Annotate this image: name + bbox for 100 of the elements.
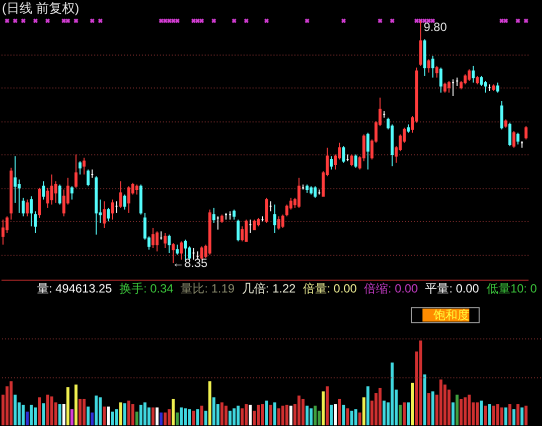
bar — [42, 403, 46, 426]
bar — [78, 398, 82, 426]
bar — [164, 412, 167, 426]
candlestick — [419, 20, 422, 66]
bar — [196, 409, 200, 426]
bar — [342, 404, 346, 426]
candlestick — [236, 219, 240, 242]
bar — [58, 404, 62, 426]
bar — [152, 407, 155, 426]
bar — [456, 394, 459, 426]
candlestick — [443, 82, 446, 94]
bar — [297, 396, 300, 426]
bar — [70, 409, 74, 426]
text: 量比: 1.19 — [180, 282, 235, 296]
bar — [452, 402, 455, 426]
bar — [143, 402, 146, 426]
candlestick — [273, 204, 276, 234]
bar — [480, 400, 483, 426]
candlestick — [427, 58, 430, 74]
bar — [350, 410, 354, 426]
candlestick — [297, 177, 300, 208]
text: 饱和度 — [432, 308, 470, 322]
candlestick — [472, 65, 475, 84]
bar — [427, 393, 430, 426]
bar — [488, 404, 492, 426]
text: 平量: 0.00 — [425, 282, 480, 296]
candlestick — [200, 246, 204, 260]
text: 倍缩: 0.00 — [364, 282, 418, 296]
candlestick — [102, 200, 106, 228]
chart-title: (日线 前复权) — [2, 0, 80, 16]
bar — [508, 404, 512, 426]
bar — [82, 398, 86, 426]
candlestick — [152, 227, 155, 249]
bar — [188, 409, 192, 426]
bar — [419, 340, 422, 426]
bar — [200, 406, 204, 426]
bar — [236, 406, 240, 426]
bar — [135, 412, 138, 426]
candlestick — [480, 75, 483, 86]
candlestick — [14, 156, 17, 204]
bar — [520, 407, 524, 426]
candlestick — [70, 186, 74, 200]
bar — [131, 404, 134, 426]
candlestick — [468, 68, 471, 82]
bar — [492, 406, 496, 426]
bar — [14, 394, 17, 426]
bar — [98, 397, 102, 426]
bar — [322, 391, 325, 426]
candlestick — [135, 184, 138, 196]
candlestick — [314, 186, 317, 198]
bar — [484, 406, 487, 426]
candlestick — [184, 239, 187, 260]
candlestick — [431, 55, 434, 78]
candlestick — [6, 216, 9, 234]
candlestick — [180, 240, 183, 260]
bar — [398, 404, 402, 426]
bar — [38, 397, 42, 426]
candlestick — [439, 67, 442, 94]
bar — [302, 398, 305, 426]
candlestick — [22, 197, 25, 217]
bar — [366, 386, 370, 426]
annotation: 9.80 — [424, 20, 448, 34]
candlestick — [26, 199, 29, 217]
bar — [208, 381, 212, 426]
bar — [524, 406, 528, 426]
bar — [204, 410, 208, 426]
bar — [338, 398, 342, 426]
bar — [176, 412, 179, 426]
candlestick — [330, 156, 333, 170]
text: 几倍: 1.22 — [242, 282, 296, 296]
text: 低量10: 0 — [486, 282, 538, 296]
bar — [62, 404, 66, 426]
candlestick — [285, 204, 288, 217]
bar — [228, 410, 232, 426]
candlestick — [496, 82, 500, 94]
bar — [172, 398, 175, 426]
candlestick — [447, 80, 450, 94]
candlestick — [500, 100, 504, 130]
bar — [74, 384, 78, 426]
bar — [431, 391, 434, 426]
candlestick — [119, 180, 122, 208]
candlestick — [42, 180, 46, 200]
candlestick — [110, 199, 114, 220]
bar — [265, 400, 268, 426]
bar — [439, 379, 442, 426]
bar — [123, 403, 126, 426]
bar — [378, 388, 382, 426]
candlestick — [106, 207, 110, 222]
candlestick — [82, 157, 86, 176]
candlestick — [86, 169, 90, 187]
bar — [273, 402, 276, 426]
candlestick — [277, 216, 280, 230]
candlestick — [58, 184, 62, 206]
bar — [46, 394, 50, 426]
annotation: ←8.35 — [172, 256, 208, 270]
bar — [423, 374, 426, 426]
candlestick — [508, 122, 512, 147]
bar — [244, 404, 248, 426]
bar — [358, 412, 362, 426]
bar — [382, 400, 386, 426]
